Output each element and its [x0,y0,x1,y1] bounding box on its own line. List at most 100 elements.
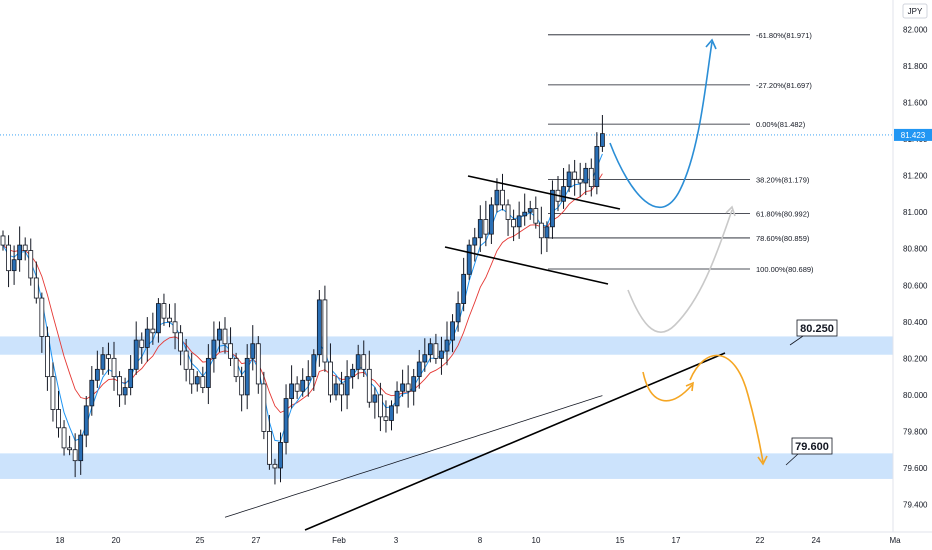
zone-callout-box [796,319,838,337]
candle-body [544,226,550,239]
candle-body [39,297,45,337]
candle-body [522,211,528,217]
candle-body [366,368,372,403]
candle-body [416,361,422,378]
candle-body [400,383,406,392]
price-tick-label: 81.800 [903,62,928,71]
currency-badge[interactable]: JPY [902,3,928,19]
candle-body [233,357,239,378]
mid-ma-line [2,173,603,414]
candle-body [217,328,222,341]
price-tick-label: 80.000 [903,391,928,400]
price-tick-label: 80.200 [903,354,928,363]
candle-body [244,357,250,396]
candle-body [588,167,594,188]
candle-body [572,171,578,180]
candle-body [594,146,600,188]
time-tick-label: 20 [112,536,121,545]
candle-body [533,208,539,224]
candle-body [439,350,444,359]
price-tick-label: 79.800 [903,427,928,436]
time-tick-label: 8 [478,536,483,545]
time-tick-label: 10 [532,536,541,545]
candle-body [50,376,56,410]
candle-body [383,416,389,421]
candle-body [505,204,511,220]
candle-body [200,376,206,388]
candle-body [67,447,72,451]
candle-body [228,343,233,359]
candle-body [427,343,433,356]
candlesticks [0,115,605,485]
fib-level-label: 38.20%(81.179) [756,175,810,184]
price-axis[interactable]: 82.00081.80081.60081.40081.20081.00080.8… [892,0,928,532]
fib-level-label: 100.00%(80.689) [756,265,814,274]
candle-body [577,178,583,184]
fib-level-label: 78.60%(80.859) [756,234,810,243]
neutral-projection-head [725,205,736,217]
candle-body [455,303,461,323]
fib-level-label: 61.80%(80.992) [756,210,810,219]
candle-body [494,189,500,206]
candle-body [0,235,6,246]
price-tick-label: 81.200 [903,172,928,181]
candle-body [538,222,544,239]
candle-body [339,383,344,396]
candle-body [461,273,467,304]
candle-body [278,442,283,469]
price-tick-label: 81.000 [903,208,928,217]
candle-body [167,317,172,323]
candle-body [89,379,95,407]
mid-moving-average [2,173,603,414]
candle-body [150,328,156,334]
price-tick-label: 79.400 [903,501,928,510]
candle-body [344,376,350,396]
projection-arrows [609,38,768,466]
candle-body [500,189,505,206]
candle-body [561,186,566,202]
time-axis[interactable]: 18 20 25 27 Feb 3 8 10 15 17 22 24 Ma [0,531,932,545]
candle-body [56,409,61,429]
candle-body [422,354,428,363]
flag-lower-line [444,246,609,285]
time-tick-label: 27 [252,536,261,545]
fib-level-label: -61.80%(81.971) [756,31,812,40]
bearish-bounce [642,371,693,402]
current-price-tag: 81.423 [894,128,932,141]
candle-body [289,383,295,399]
candle-body [483,219,489,235]
candle-body [17,244,23,261]
candle-body [255,343,261,385]
currency-badge-box [902,3,928,19]
current-price-tag-label: 81.423 [901,131,926,140]
candle-body [100,354,106,370]
price-tick-label: 80.600 [903,281,928,290]
candle-body [377,394,383,418]
ascending-trendline [304,352,726,531]
candle-body [477,219,483,239]
candle-body [172,321,178,334]
flag-upper-line [467,175,621,210]
candle-body [355,354,361,370]
time-tick-label: 17 [672,536,681,545]
candle-body [361,354,367,370]
candle-body [61,427,67,449]
candle-body [72,449,78,462]
candle-body [261,383,267,432]
time-tick-label: 24 [812,536,821,545]
candle-body [600,133,605,147]
candle-body [183,350,189,370]
candle-body [133,339,139,370]
candle-body [450,321,455,341]
candle-body [111,357,117,378]
candle-body [250,343,256,359]
candle-body [466,244,472,275]
slow-moving-average [224,395,603,518]
candle-body [583,167,589,184]
candle-body [300,379,306,392]
candle-body [333,383,339,396]
trend-drawings [304,175,726,531]
candle-body [472,237,478,246]
time-tick-label: 22 [756,536,765,545]
